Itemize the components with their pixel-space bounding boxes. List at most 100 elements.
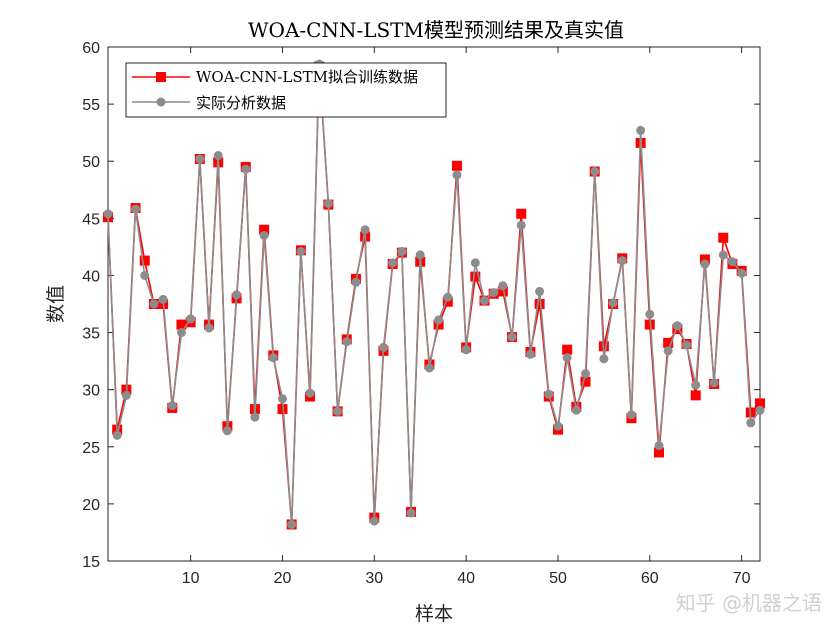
data-point-circle <box>305 388 315 398</box>
y-tick-label: 20 <box>82 497 100 514</box>
data-point-circle <box>581 369 591 379</box>
y-tick-label: 25 <box>82 440 100 457</box>
legend-box <box>125 62 447 118</box>
data-point-circle <box>131 204 141 214</box>
data-point-square <box>442 296 453 307</box>
data-point-square <box>176 319 187 330</box>
y-tick-label: 50 <box>82 154 100 171</box>
series-line-2 <box>107 63 761 526</box>
data-point-circle <box>727 257 737 267</box>
legend-label-2: 实际分析数据 <box>196 94 286 112</box>
data-point-square <box>516 208 527 219</box>
data-point-circle <box>709 378 719 388</box>
data-point-circle <box>103 209 113 219</box>
legend: WOA-CNN-LSTM拟合训练数据 实际分析数据 <box>125 62 447 118</box>
y-axis-label: 数值 <box>45 285 67 323</box>
data-point-square <box>690 390 701 401</box>
data-point-square <box>534 299 545 309</box>
data-point-circle <box>516 220 526 230</box>
data-point-circle <box>562 353 572 363</box>
data-point-circle <box>406 508 416 518</box>
data-point-circle <box>158 294 168 304</box>
data-point-square <box>663 337 674 348</box>
data-point-circle <box>718 250 728 260</box>
data-point-circle <box>535 286 545 296</box>
data-point-circle <box>498 281 508 291</box>
data-point-circle <box>590 167 600 177</box>
data-point-circle <box>608 298 618 308</box>
data-point-circle <box>434 315 444 325</box>
data-point-circle <box>525 349 535 359</box>
data-point-circle <box>176 328 186 338</box>
y-tick-label: 55 <box>82 97 100 114</box>
data-point-circle <box>296 246 306 256</box>
data-point-square <box>718 232 729 243</box>
data-point-circle <box>489 288 499 298</box>
data-point-circle <box>333 406 343 416</box>
y-tick-label: 35 <box>82 326 100 343</box>
data-point-square <box>139 255 150 266</box>
x-tick-label: 60 <box>641 570 659 587</box>
data-point-square <box>755 398 765 409</box>
legend-swatch-marker-2 <box>156 97 166 107</box>
plot-area-frame <box>107 46 761 562</box>
y-tick-label: 60 <box>82 40 100 57</box>
data-point-square <box>699 254 710 265</box>
data-point-circle <box>636 125 646 135</box>
data-point-circle <box>323 198 333 208</box>
data-point-circle <box>149 299 159 309</box>
data-point-circle <box>167 401 177 411</box>
data-point-square <box>259 224 270 235</box>
data-point-circle <box>369 516 379 526</box>
data-point-circle <box>397 246 407 256</box>
data-point-circle <box>351 277 361 287</box>
x-tick-label: 30 <box>365 570 383 587</box>
x-axis-label: 样本 <box>415 603 453 625</box>
data-point-circle <box>571 405 581 415</box>
data-point-circle <box>250 412 260 422</box>
x-tick-label: 20 <box>274 570 292 587</box>
data-point-circle <box>259 230 269 240</box>
data-point-circle <box>682 340 692 350</box>
y-tick-label: 40 <box>82 268 100 285</box>
data-point-circle <box>470 258 480 268</box>
legend-swatch-marker-1 <box>156 72 166 82</box>
data-point-circle <box>424 363 434 373</box>
x-tick-label: 70 <box>733 570 751 587</box>
data-point-square <box>470 271 481 282</box>
data-point-circle <box>241 164 251 174</box>
data-point-circle <box>755 405 765 415</box>
chart-title: WOA-CNN-LSTM模型预测结果及真实值 <box>248 18 624 42</box>
data-point-square <box>580 376 591 387</box>
data-point-circle <box>186 314 196 324</box>
legend-label-1: WOA-CNN-LSTM拟合训练数据 <box>196 68 418 86</box>
data-point-circle <box>121 390 131 400</box>
data-point-square <box>451 160 462 171</box>
x-tick-label: 40 <box>457 570 475 587</box>
data-point-circle <box>691 380 701 390</box>
data-point-square <box>497 286 508 297</box>
data-point-circle <box>553 421 563 431</box>
data-point-circle <box>140 270 150 280</box>
data-point-circle <box>222 426 232 436</box>
watermark: 知乎 @机器之语 <box>675 591 822 615</box>
y-tick-label: 45 <box>82 211 100 228</box>
data-point-circle <box>415 250 425 260</box>
data-point-circle <box>480 296 490 306</box>
data-point-circle <box>204 323 214 333</box>
y-tick-label: 30 <box>82 383 100 400</box>
data-point-circle <box>195 154 205 164</box>
data-point-circle <box>672 321 682 331</box>
data-point-circle <box>277 394 287 404</box>
data-point-circle <box>663 346 673 356</box>
data-point-circle <box>342 337 352 347</box>
data-point-circle <box>360 225 370 235</box>
data-point-circle <box>544 389 554 399</box>
data-point-circle <box>746 418 756 428</box>
data-point-circle <box>617 256 627 266</box>
data-point-circle <box>507 332 517 342</box>
data-point-circle <box>599 354 609 364</box>
data-point-circle <box>287 519 297 529</box>
data-point-circle <box>443 292 453 302</box>
